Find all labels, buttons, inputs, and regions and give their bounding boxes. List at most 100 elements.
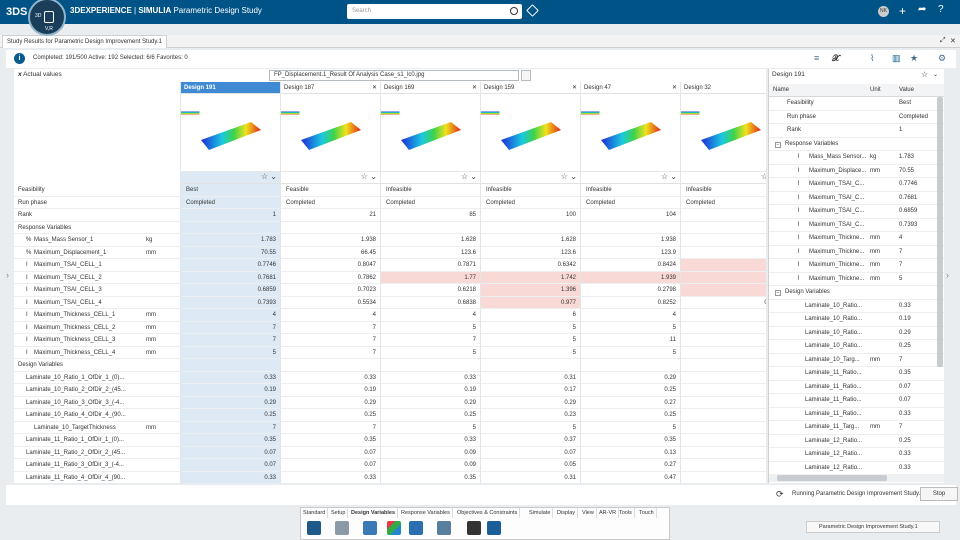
result-thumbnail[interactable]: [271, 94, 381, 172]
table-cell: 0.: [681, 409, 766, 422]
favorite-star-icon[interactable]: ☆ ⌄: [281, 172, 381, 184]
favorite-star-icon[interactable]: ☆ ⌄: [181, 172, 281, 184]
formula-icon[interactable]: [487, 521, 501, 535]
panel-row: ⌇ Maximum_Displace... mm 70.55: [769, 165, 944, 178]
search-icon[interactable]: [510, 7, 518, 15]
action-tab[interactable]: Tools: [617, 508, 635, 518]
favorite-star-icon[interactable]: ☆ ⌄: [481, 172, 581, 184]
top-bar: 3DS 3DEXPERIENCE | SIMULIA Parametric De…: [0, 0, 960, 24]
design-column[interactable]: Design 47 ✕ ☆ ⌄ Infeasible Completed 104 1.938…: [571, 82, 681, 483]
compass-widget[interactable]: 3D V,R: [28, 0, 66, 36]
result-thumbnail[interactable]: [171, 94, 281, 172]
table-cell: 5: [381, 347, 481, 359]
close-icon[interactable]: ✕: [950, 38, 956, 45]
h-scrollbar[interactable]: [769, 474, 944, 482]
favorite-icon[interactable]: ★: [910, 53, 919, 63]
cube-icon[interactable]: [387, 521, 401, 535]
table-cell: [281, 222, 381, 234]
help-icon[interactable]: ?: [938, 4, 944, 15]
action-tab[interactable]: Simulate: [527, 508, 554, 518]
row-label: Laminate_10_TargetThickness mm: [14, 422, 180, 434]
avatar[interactable]: NK: [878, 6, 889, 17]
filter-icon[interactable]: ≡: [814, 53, 820, 63]
tab-study-results[interactable]: Study Results for Parametric Design Impr…: [2, 35, 167, 48]
columns-icon[interactable]: ▥: [892, 53, 901, 63]
table-cell: 1.628: [381, 234, 481, 247]
table-cell: 4: [281, 309, 381, 322]
table-cell: 1.742: [481, 271, 581, 284]
gear-icon[interactable]: [363, 521, 377, 535]
design-header[interactable]: Design 32✕: [681, 82, 766, 94]
favorite-star-icon[interactable]: ☆ ⌄: [381, 172, 481, 184]
settings-icon[interactable]: [437, 521, 451, 535]
spinner-icon[interactable]: [521, 70, 531, 81]
close-icon[interactable]: ✕: [671, 85, 677, 91]
row-label: Rank: [14, 209, 180, 222]
action-tab[interactable]: Design Variables: [349, 508, 399, 518]
star-icon[interactable]: ☆: [921, 70, 929, 79]
search-input[interactable]: Search: [347, 4, 522, 19]
formula-icon[interactable]: 𝒳: [832, 53, 840, 63]
stop-button[interactable]: Stop: [920, 487, 958, 501]
table-cell: 1.938: [581, 234, 681, 247]
copy-icon[interactable]: [335, 521, 349, 535]
panel-row: ⌇ Mass_Mass Sensor... kg 1.783: [769, 151, 944, 165]
design-header[interactable]: Design 187 ✕: [281, 82, 381, 94]
result-thumbnail[interactable]: [571, 94, 681, 172]
close-icon[interactable]: ✕: [471, 85, 477, 91]
left-arrow-icon[interactable]: ›: [6, 270, 9, 280]
right-arrow-icon[interactable]: ›: [946, 270, 949, 280]
design-header[interactable]: Design 47 ✕: [581, 82, 681, 94]
collapse-icon[interactable]: −: [775, 290, 781, 296]
action-tab[interactable]: View: [580, 508, 597, 518]
row-label: Laminate_11_Ratio_3_OfDir_3_(-4...: [14, 459, 180, 472]
close-icon[interactable]: ✕: [571, 85, 577, 91]
share-icon[interactable]: ➦: [918, 4, 927, 15]
result-thumbnail[interactable]: [671, 94, 766, 172]
undo-icon[interactable]: [307, 521, 321, 535]
table-cell: 70.55: [181, 247, 281, 259]
row-label: Maximum_TSAI_CELL_4 I: [14, 297, 180, 309]
design-column[interactable]: Design 169 ✕ ☆ ⌄ Infeasible Completed 85 1.628…: [371, 82, 481, 483]
design-header[interactable]: Design 169 ✕: [381, 82, 481, 94]
design-column[interactable]: Design 191 ☆ ⌄ Best Completed 1 1.783 70.55 0.7…: [171, 82, 281, 483]
action-tab[interactable]: Response Variables: [399, 508, 453, 518]
design-column[interactable]: Design 187 ✕ ☆ ⌄ Feasible Completed 21 1.938 66…: [271, 82, 381, 483]
panel-row: − Design Variables: [769, 286, 944, 300]
design-column[interactable]: Design 159 ✕ ☆ ⌄ Infeasible Completed 100 1.62…: [471, 82, 581, 483]
action-tab[interactable]: Objectives & Constraints: [455, 508, 521, 518]
breadcrumb[interactable]: Parametric Design Improvement Study.1: [806, 521, 940, 533]
result-thumbnail[interactable]: [371, 94, 481, 172]
settings-icon[interactable]: ⚙: [938, 53, 947, 63]
action-tab[interactable]: Touch: [637, 508, 657, 518]
ds-logo-icon[interactable]: 3DS: [6, 6, 28, 18]
collapse-icon[interactable]: −: [775, 141, 781, 148]
chevron-down-icon[interactable]: ⌄: [933, 72, 939, 78]
table-icon[interactable]: [409, 521, 423, 535]
design-column[interactable]: Design 32✕☆ ⌄InfeasibleCompleted11.92331…: [671, 82, 766, 483]
favorite-star-icon[interactable]: ☆ ⌄: [581, 172, 681, 184]
equalizer-icon[interactable]: [467, 521, 481, 535]
design-header[interactable]: Design 159 ✕: [481, 82, 581, 94]
action-tab[interactable]: Setup: [329, 508, 349, 518]
action-tab[interactable]: AR-VR: [597, 508, 620, 518]
table-cell: 0.69: [681, 297, 766, 309]
action-tab[interactable]: Standard: [301, 508, 329, 518]
variable-icon: ⌇: [797, 248, 800, 255]
chart-icon[interactable]: ⌇: [870, 53, 875, 63]
favorite-star-icon[interactable]: ☆ ⌄: [681, 172, 766, 184]
close-icon[interactable]: ✕: [371, 85, 377, 91]
info-icon[interactable]: i: [14, 53, 25, 64]
play-icon[interactable]: [44, 11, 54, 23]
table-cell: Infeasible: [481, 184, 581, 197]
design-header[interactable]: Design 191: [181, 82, 281, 94]
table-cell: 0.19: [181, 384, 281, 397]
add-icon[interactable]: +: [899, 4, 907, 18]
result-thumbnail[interactable]: [471, 94, 581, 172]
table-cell: 0.7871: [381, 259, 481, 272]
image-selector[interactable]: FP_Displacement.1_Result Of Analysis Cas…: [269, 70, 519, 81]
tag-icon[interactable]: [526, 4, 539, 17]
expand-icon[interactable]: ⤢: [940, 37, 946, 44]
action-tab[interactable]: Display: [555, 508, 579, 518]
scrollbar[interactable]: [937, 97, 943, 367]
